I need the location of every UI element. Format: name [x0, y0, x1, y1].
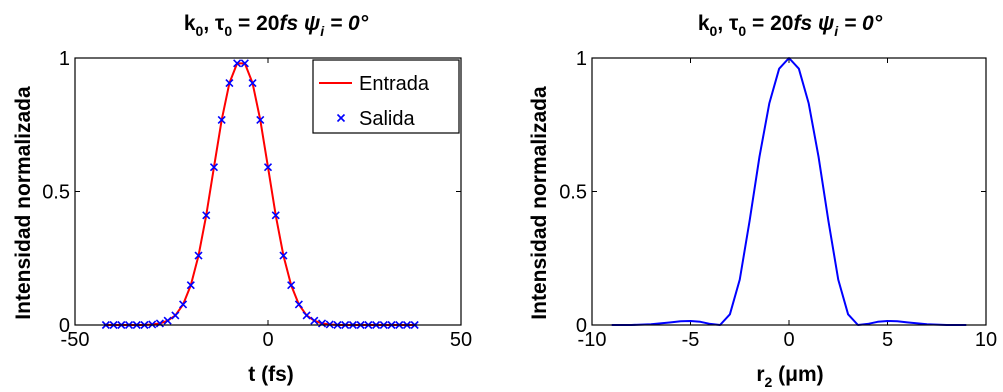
- y-axis-label-right: Intensidad normalizada: [528, 86, 551, 320]
- data-point: [302, 311, 311, 320]
- legend-swatch-salida: [336, 113, 346, 123]
- data-point: [163, 316, 172, 325]
- data-point: [279, 251, 288, 260]
- ticks-right: -10 -5 0 5 10 0 0.5 1: [559, 48, 997, 351]
- series-right: [611, 57, 967, 326]
- legend-label-entrada: Entrada: [359, 73, 430, 95]
- y-axis-label-left: Intensidad normalizada: [12, 86, 35, 320]
- chart-right: k0, τ0 = 20fs ψi = 0° Intensidad normali…: [528, 12, 997, 390]
- plot-frame-right: [591, 57, 987, 326]
- x-tick-label: 0: [783, 329, 794, 351]
- title-left: k0, τ0 = 20fs ψi = 0°: [184, 12, 369, 39]
- title-right: k0, τ0 = 20fs ψi = 0°: [698, 12, 883, 39]
- data-point: [287, 281, 296, 290]
- data-point: [310, 316, 319, 325]
- data-point: [209, 163, 219, 172]
- legend-label-salida: Salida: [359, 108, 415, 130]
- data-point: [240, 59, 249, 68]
- data-point: [155, 319, 164, 328]
- y-tick-label: 0.5: [559, 182, 587, 204]
- x-axis-label-left: t (fs): [248, 363, 294, 386]
- y-tick-label: 1: [59, 48, 70, 70]
- data-point: [202, 211, 211, 220]
- x-tick-label: -10: [578, 329, 607, 351]
- chart-left: k0, τ0 = 20fs ψi = 0° Intensidad normali…: [12, 12, 472, 386]
- data-point: [225, 79, 234, 88]
- data-point: [179, 300, 188, 309]
- y-tick-label: 1: [576, 48, 587, 70]
- y-tick-label: 0.5: [42, 182, 70, 204]
- x-tick-label: 10: [975, 329, 997, 351]
- x-tick-label: -5: [682, 329, 700, 351]
- y-tick-label: 0: [59, 315, 70, 337]
- data-point: [271, 211, 280, 220]
- x-axis-label-right: r2 (μm): [756, 363, 823, 390]
- data-point: [317, 319, 327, 328]
- data-point: [186, 281, 195, 290]
- data-point: [171, 311, 180, 320]
- data-point: [248, 79, 257, 88]
- data-point: [256, 115, 265, 125]
- x-tick-label: 0: [262, 329, 273, 351]
- data-point: [294, 300, 303, 309]
- legend: Entrada Salida: [312, 59, 460, 134]
- data-point: [263, 163, 273, 172]
- data-point: [233, 59, 242, 68]
- series-line: [611, 57, 967, 326]
- y-tick-label: 0: [576, 315, 587, 337]
- data-point: [217, 115, 226, 125]
- x-tick-label: 50: [450, 329, 472, 351]
- x-tick-label: -50: [61, 329, 90, 351]
- plot-frame-left: [74, 57, 462, 326]
- x-tick-label: 5: [882, 329, 893, 351]
- data-point: [194, 251, 203, 260]
